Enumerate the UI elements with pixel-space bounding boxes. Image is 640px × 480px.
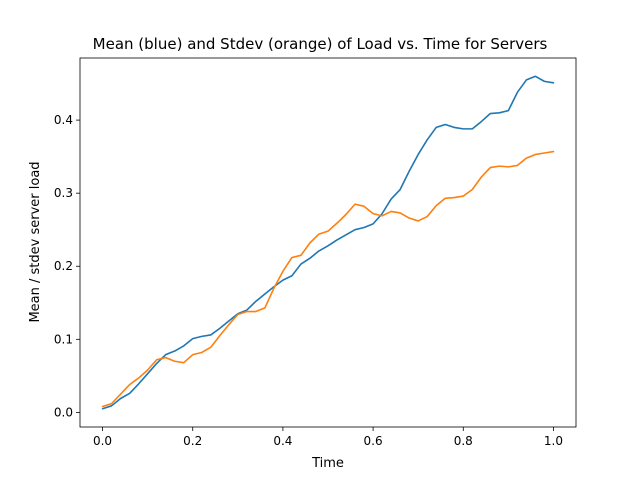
plot-area [79,57,577,428]
x-tick-label: 0.2 [183,434,202,448]
chart-title: Mean (blue) and Stdev (orange) of Load v… [93,35,548,53]
x-tick-label: 0.0 [93,434,112,448]
ticks-layer: 0.0 0.2 0.4 0.6 0.8 1.0 0.0 0.1 0.2 0.3 0.4 [54,113,563,448]
y-tick-label: 0.4 [54,113,73,127]
x-tick-label: 0.4 [273,434,292,448]
series-line-1 [101,150,555,408]
y-tick-label: 0.3 [54,186,73,200]
y-axis-label: Mean / stdev server load [28,161,43,322]
series-layer [101,75,555,410]
x-tick-label: 1.0 [544,434,563,448]
series-line-0 [101,75,555,410]
x-axis-label: Time [311,456,344,471]
y-tick-label: 0.2 [54,259,73,273]
y-tick-label: 0.1 [54,332,73,346]
axes-frame [79,57,577,428]
y-tick-label: 0.0 [54,405,73,419]
x-tick-label: 0.8 [454,434,473,448]
x-tick-label: 0.6 [364,434,383,448]
